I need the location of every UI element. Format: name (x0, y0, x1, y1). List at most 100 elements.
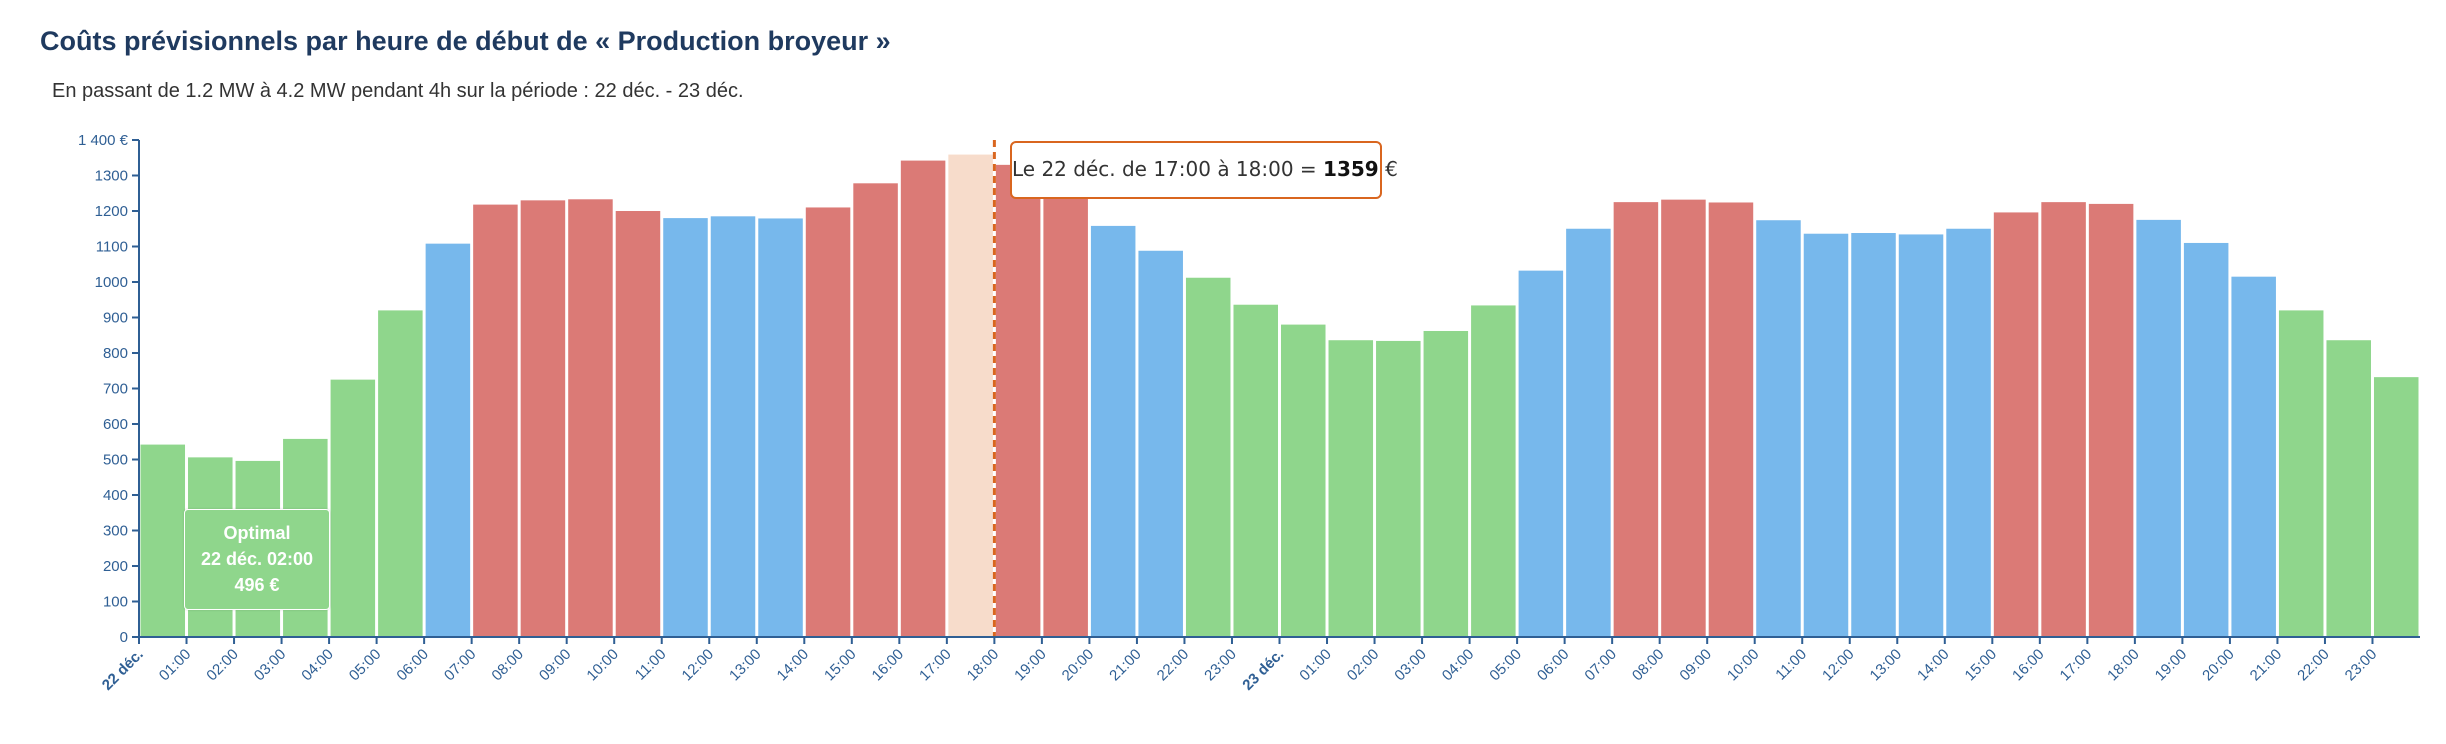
bar-24[interactable] (1281, 324, 1326, 637)
x-tick-label-16: 16:00 (869, 646, 908, 685)
chart-subtitle: En passant de 1.2 MW à 4.2 MW pendant 4h… (52, 80, 744, 102)
bar-10[interactable] (615, 211, 661, 637)
bar-5[interactable] (378, 310, 423, 637)
bar-38[interactable] (1946, 228, 1991, 637)
x-tick-label-37: 13:00 (1867, 646, 1906, 685)
optimal-badge: Optimal 22 déc. 02:00 496 € (184, 509, 330, 610)
x-tick-label-41: 17:00 (2057, 646, 2096, 685)
y-tick-label-100: 100 (103, 594, 128, 611)
x-tick-label-42: 18:00 (2104, 646, 2143, 685)
tooltip-value: 1359 (1323, 157, 1379, 181)
bar-21[interactable] (1138, 250, 1183, 637)
hover-tooltip: Le 22 déc. de 17:00 à 18:00 = 1359 € (1010, 141, 1398, 199)
x-tick-label-19: 19:00 (1011, 646, 1050, 685)
x-tick-label-22: 22:00 (1154, 646, 1193, 685)
bar-8[interactable] (520, 200, 566, 637)
bar-39[interactable] (1993, 212, 2039, 638)
x-tick-label-14: 14:00 (774, 646, 813, 685)
optimal-value: 496 € (234, 575, 280, 595)
bar-27[interactable] (1423, 330, 1469, 637)
bar-23[interactable] (1233, 304, 1278, 637)
x-tick-label-38: 14:00 (1914, 646, 1953, 685)
x-tick-label-3: 03:00 (251, 646, 290, 685)
bar-30[interactable] (1566, 228, 1611, 637)
bar-37[interactable] (1898, 234, 1944, 637)
bar-19[interactable] (1043, 175, 1088, 638)
x-tick-label-32: 08:00 (1629, 646, 1668, 685)
bar-11[interactable] (663, 218, 708, 637)
x-tick-label-29: 05:00 (1486, 646, 1525, 685)
tooltip-unit: € (1385, 157, 1398, 181)
x-tick-label-20: 20:00 (1059, 646, 1098, 685)
x-tick-label-24: 23 déc. (1239, 646, 1287, 694)
tooltip-text: Le 22 déc. de 17:00 à 18:00 = (1012, 157, 1317, 181)
bar-17[interactable] (948, 154, 993, 637)
y-tick-label-700: 700 (103, 381, 128, 398)
x-tick-label-2: 02:00 (203, 646, 242, 685)
bar-45[interactable] (2278, 310, 2324, 637)
y-tick-label-1200: 1200 (95, 203, 128, 220)
bar-35[interactable] (1803, 233, 1849, 637)
x-tick-label-10: 10:00 (583, 646, 622, 685)
bar-12[interactable] (710, 216, 756, 637)
bar-16[interactable] (900, 160, 946, 637)
y-tick-label-800: 800 (103, 345, 128, 362)
bar-31[interactable] (1613, 202, 1659, 638)
y-tick-label-1400: 1 400 € (78, 132, 129, 149)
x-tick-label-47: 23:00 (2342, 646, 2381, 685)
x-tick-label-9: 09:00 (536, 646, 575, 685)
bar-34[interactable] (1756, 220, 1801, 638)
bar-33[interactable] (1708, 202, 1754, 638)
bar-9[interactable] (568, 199, 613, 638)
x-tick-label-11: 11:00 (632, 646, 670, 684)
bar-7[interactable] (473, 204, 518, 638)
y-tick-label-1000: 1000 (95, 274, 128, 291)
bar-18[interactable] (995, 164, 1041, 637)
bar-6[interactable] (425, 243, 471, 637)
bar-28[interactable] (1471, 305, 1516, 637)
x-tick-label-43: 19:00 (2152, 646, 2191, 685)
x-tick-label-12: 12:00 (679, 646, 718, 685)
x-tick-label-23: 23:00 (1201, 646, 1240, 685)
x-tick-label-7: 07:00 (441, 646, 480, 685)
bar-14[interactable] (805, 207, 851, 637)
bar-43[interactable] (2183, 242, 2229, 637)
x-tick-label-17: 17:00 (916, 646, 955, 685)
bar-29[interactable] (1518, 270, 1564, 637)
bar-40[interactable] (2041, 202, 2086, 638)
y-tick-label-300: 300 (103, 523, 128, 540)
y-tick-label-0: 0 (120, 629, 128, 646)
bar-25[interactable] (1328, 340, 1374, 637)
bar-36[interactable] (1851, 233, 1896, 637)
bar-22[interactable] (1185, 277, 1231, 637)
bar-46[interactable] (2326, 340, 2371, 637)
x-tick-label-21: 21:00 (1106, 646, 1145, 685)
x-tick-label-1: 01:00 (156, 646, 195, 685)
optimal-label: Optimal (223, 523, 291, 543)
bar-32[interactable] (1661, 199, 1706, 637)
bar-20[interactable] (1090, 225, 1136, 637)
bar-26[interactable] (1376, 340, 1421, 637)
y-tick-label-900: 900 (103, 310, 128, 327)
bar-47[interactable] (2373, 377, 2419, 637)
y-tick-label-500: 500 (103, 452, 128, 469)
y-tick-label-600: 600 (103, 416, 128, 433)
y-tick-label-1100: 1100 (96, 239, 128, 256)
bar-4[interactable] (330, 379, 376, 638)
x-tick-label-36: 12:00 (1819, 646, 1858, 685)
x-tick-label-40: 16:00 (2009, 646, 2048, 685)
bar-15[interactable] (853, 183, 898, 637)
y-tick-label-200: 200 (103, 558, 128, 575)
x-tick-label-18: 18:00 (964, 646, 1003, 685)
bar-13[interactable] (758, 218, 803, 637)
bar-41[interactable] (2088, 203, 2134, 637)
bar-0[interactable] (140, 444, 186, 637)
x-tick-label-0: 22 déc. (99, 646, 147, 694)
x-tick-label-27: 03:00 (1391, 646, 1430, 685)
y-tick-label-400: 400 (103, 487, 128, 504)
bar-42[interactable] (2136, 219, 2181, 638)
bar-44[interactable] (2231, 276, 2276, 637)
x-tick-label-5: 05:00 (346, 646, 385, 685)
x-tick-label-34: 10:00 (1724, 646, 1763, 685)
